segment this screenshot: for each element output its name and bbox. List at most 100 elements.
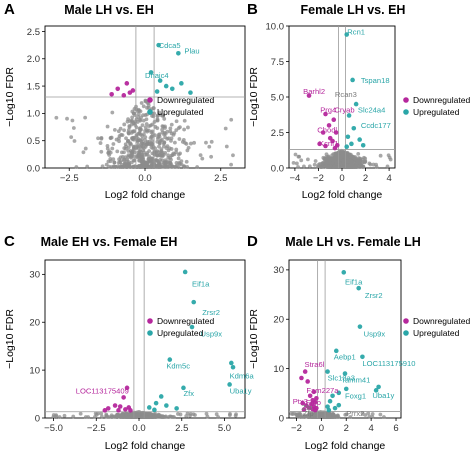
gene-label: Zfp [301,403,312,412]
x-tick-label: 6 [393,423,398,434]
ns-point [311,413,316,418]
ns-point [153,133,157,138]
x-tick-label: 2.5 [175,423,188,434]
ns-point [344,159,349,164]
upregulated-point [179,81,184,86]
ns-point [348,154,353,159]
sig-points [306,32,366,151]
upregulated-point [230,364,236,370]
ns-point [134,125,139,130]
panel-letter: A [4,1,15,18]
ns-point [122,128,127,133]
downregulated-point [332,145,338,151]
ns-point [163,150,168,155]
ns-point [360,411,365,415]
x-tick-label: −2.5 [87,423,106,434]
ns-point [71,126,76,130]
downregulated-point [105,406,111,411]
ns-point [143,411,148,416]
ns-point [119,132,124,137]
upregulated-point [342,371,348,376]
gene-label: Slc13a3 [328,373,355,382]
y-axis: 0 10 20 30 [29,270,45,424]
legend-label-down: Downregulated [157,316,214,326]
ns-point [110,414,115,419]
x-tick-label: −4 [289,173,300,184]
ns-point [370,412,375,416]
legend-swatch-up [147,109,153,115]
legend: Downregulated Upregulated [403,95,470,117]
ns-point [174,119,179,124]
ns-point [162,140,167,145]
ns-point [108,150,113,155]
ns-point [93,414,97,419]
downregulated-point [109,91,114,97]
ns-point [83,146,88,151]
ns-point [322,414,327,419]
downregulated-point [115,86,121,92]
ns-point [122,122,127,127]
ns-point [185,148,190,153]
gene-label: Kcnf1 [319,139,338,148]
gene-label: Fmo [306,398,321,407]
ns-point [124,136,128,141]
ns-point [141,104,146,109]
ns-point [148,136,153,140]
downregulated-point [320,130,326,135]
downregulated-point [312,399,318,405]
panel-title: Male LH vs. EH [64,3,154,17]
ns-point [130,115,135,120]
gene-label: Uba1y [372,391,394,400]
upregulated-point [181,385,186,391]
y-tick-label: 0 [279,413,284,424]
x-tick-label: −5.0 [44,423,63,434]
ns-point [129,160,134,165]
ns-point [313,159,318,163]
upregulated-point [156,42,161,48]
ns-point [234,412,238,417]
ns-point [325,160,330,165]
ns-point [198,153,203,158]
panel-letter: C [4,233,15,250]
ns-point [341,159,346,164]
ns-point [172,140,177,145]
legend-label-up: Upregulated [413,328,460,338]
ns-point [207,144,212,149]
gene-label: Eif1a [192,279,210,288]
ns-point [137,164,142,169]
gene-label: LOC113175910 [362,359,415,368]
y-axis-label: −Log10 FDR [4,67,16,127]
y-tick-label: 0.5 [27,136,40,147]
ns-point [120,150,124,155]
ns-point [354,162,359,167]
ns-point [174,147,179,152]
x-tick-label: 0.0 [138,173,151,184]
ns-point [337,158,342,163]
downregulated-point [333,130,339,135]
downregulated-point [323,111,328,117]
ns-point [158,141,162,146]
ns-point [130,136,134,141]
upregulated-point [360,354,365,360]
downregulated-point [331,117,337,123]
ns-point [331,411,335,416]
ns-point [144,117,149,122]
ns-point [57,415,62,419]
upregulated-point [148,70,154,75]
x-axis-label: Log2 fold change [105,440,186,452]
upregulated-point [229,360,234,366]
downregulated-point [300,400,305,406]
upregulated-point [327,398,333,404]
upregulated-point [325,369,330,374]
ns-point [169,147,174,151]
x-axis: −5.0 −2.5 0.0 2.5 5.0 [44,418,231,434]
ns-point [163,414,168,419]
ns-point [121,158,126,163]
ns-point [54,413,58,418]
ns-point [317,164,322,169]
legend-label-down: Downregulated [157,95,214,105]
ns-point [124,165,129,169]
downregulated-point [311,389,317,395]
